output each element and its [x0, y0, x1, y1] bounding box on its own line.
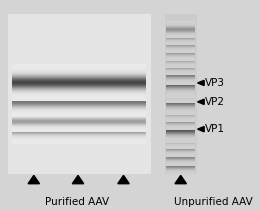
Text: VP3: VP3 — [205, 78, 225, 88]
Polygon shape — [198, 99, 204, 105]
Polygon shape — [175, 175, 186, 184]
Polygon shape — [198, 126, 204, 132]
Polygon shape — [72, 175, 84, 184]
Text: Purified AAV: Purified AAV — [45, 197, 109, 207]
Polygon shape — [118, 175, 129, 184]
Polygon shape — [28, 175, 40, 184]
Text: Unpurified AAV: Unpurified AAV — [174, 197, 252, 207]
Bar — [151, 15, 165, 174]
Polygon shape — [198, 80, 204, 86]
Text: VP1: VP1 — [205, 124, 225, 134]
Text: VP2: VP2 — [205, 97, 225, 107]
